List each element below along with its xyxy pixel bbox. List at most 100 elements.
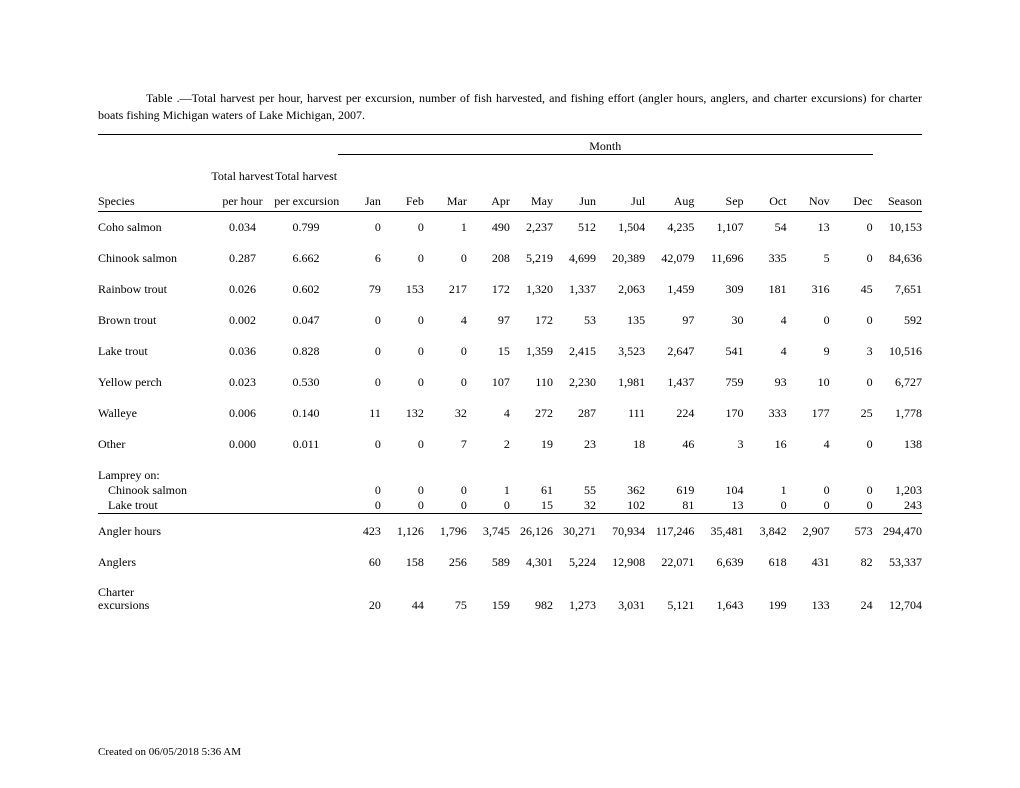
effort-label: Angler hours	[98, 513, 211, 547]
month-value: 4,301	[510, 547, 553, 578]
hdr-per-exc-l2: per excursion	[274, 186, 338, 212]
season-value: 138	[873, 429, 922, 460]
species-name: Brown trout	[98, 305, 211, 336]
month-value: 97	[645, 305, 694, 336]
month-value: 13	[694, 498, 743, 514]
species-name: Yellow perch	[98, 367, 211, 398]
month-value: 15	[510, 498, 553, 514]
per-hour: 0.026	[211, 274, 275, 305]
month-value: 0	[381, 305, 424, 336]
month-value: 0	[381, 483, 424, 498]
month-value: 1,359	[510, 336, 553, 367]
month-value: 0	[830, 483, 873, 498]
per-hour: 0.002	[211, 305, 275, 336]
month-group-header: Month	[338, 139, 873, 155]
month-value: 1	[467, 483, 510, 498]
season-value: 53,337	[873, 547, 922, 578]
table-row: Chinook salmon0.2876.6626002085,2194,699…	[98, 243, 922, 274]
hdr-season: Season	[873, 186, 922, 212]
month-value: 25	[830, 398, 873, 429]
month-value: 15	[467, 336, 510, 367]
month-value: 199	[744, 578, 787, 622]
month-value: 335	[744, 243, 787, 274]
month-value: 20	[338, 578, 381, 622]
month-value: 208	[467, 243, 510, 274]
month-value: 32	[424, 398, 467, 429]
month-value: 4	[744, 336, 787, 367]
month-value: 104	[694, 483, 743, 498]
per-hour: 0.006	[211, 398, 275, 429]
month-value: 75	[424, 578, 467, 622]
month-value: 0	[787, 498, 830, 514]
season-value: 592	[873, 305, 922, 336]
month-value: 512	[553, 211, 596, 243]
month-value: 2,230	[553, 367, 596, 398]
hdr-oct: Oct	[744, 186, 787, 212]
month-value: 4,235	[645, 211, 694, 243]
month-value: 13	[787, 211, 830, 243]
month-value: 431	[787, 547, 830, 578]
month-value: 3	[830, 336, 873, 367]
month-value: 0	[744, 498, 787, 514]
month-value: 2,907	[787, 513, 830, 547]
month-value: 0	[424, 367, 467, 398]
table-row: Lake trout0.0360.828000151,3592,4153,523…	[98, 336, 922, 367]
hdr-jan: Jan	[338, 186, 381, 212]
month-value: 0	[424, 483, 467, 498]
species-name: Walleye	[98, 398, 211, 429]
per-hour: 0.036	[211, 336, 275, 367]
table-row: Rainbow trout0.0260.602791532171721,3201…	[98, 274, 922, 305]
per-excursion: 0.140	[274, 398, 338, 429]
month-value: 35,481	[694, 513, 743, 547]
month-value: 2	[467, 429, 510, 460]
month-value: 18	[596, 429, 645, 460]
month-value: 4	[424, 305, 467, 336]
month-value: 1,107	[694, 211, 743, 243]
month-value: 177	[787, 398, 830, 429]
hdr-species: Species	[98, 186, 211, 212]
month-value: 0	[830, 211, 873, 243]
month-value: 42,079	[645, 243, 694, 274]
per-excursion: 0.828	[274, 336, 338, 367]
season-value: 10,516	[873, 336, 922, 367]
month-value: 55	[553, 483, 596, 498]
month-value: 32	[553, 498, 596, 514]
month-value: 1,796	[424, 513, 467, 547]
month-value: 5,219	[510, 243, 553, 274]
lamprey-species: Chinook salmon	[98, 483, 211, 498]
month-value: 1,320	[510, 274, 553, 305]
per-hour: 0.287	[211, 243, 275, 274]
hdr-per-hour-l2: per hour	[211, 186, 275, 212]
month-value: 172	[467, 274, 510, 305]
month-value: 54	[744, 211, 787, 243]
hdr-sep: Sep	[694, 186, 743, 212]
month-value: 272	[510, 398, 553, 429]
month-value: 618	[744, 547, 787, 578]
month-value: 1,126	[381, 513, 424, 547]
month-value: 224	[645, 398, 694, 429]
month-value: 1,504	[596, 211, 645, 243]
month-value: 0	[338, 483, 381, 498]
month-value: 0	[467, 498, 510, 514]
month-value: 0	[424, 498, 467, 514]
month-value: 24	[830, 578, 873, 622]
month-value: 309	[694, 274, 743, 305]
hdr-per-exc-l1: Total harvest	[274, 161, 338, 186]
month-value: 573	[830, 513, 873, 547]
season-value: 243	[873, 498, 922, 514]
month-value: 4	[744, 305, 787, 336]
month-value: 0	[787, 305, 830, 336]
hdr-per-hour-l1: Total harvest	[211, 161, 275, 186]
month-value: 0	[424, 336, 467, 367]
effort-label: Charterexcursions	[98, 578, 211, 622]
month-value: 60	[338, 547, 381, 578]
season-value: 6,727	[873, 367, 922, 398]
month-value: 1,337	[553, 274, 596, 305]
per-excursion: 0.530	[274, 367, 338, 398]
month-value: 1,273	[553, 578, 596, 622]
harvest-table: Month Total harvest Total harvest Specie…	[98, 134, 922, 622]
footer-timestamp: Created on 06/05/2018 5:36 AM	[98, 746, 241, 758]
month-value: 0	[338, 429, 381, 460]
season-value: 294,470	[873, 513, 922, 547]
season-value: 1,203	[873, 483, 922, 498]
